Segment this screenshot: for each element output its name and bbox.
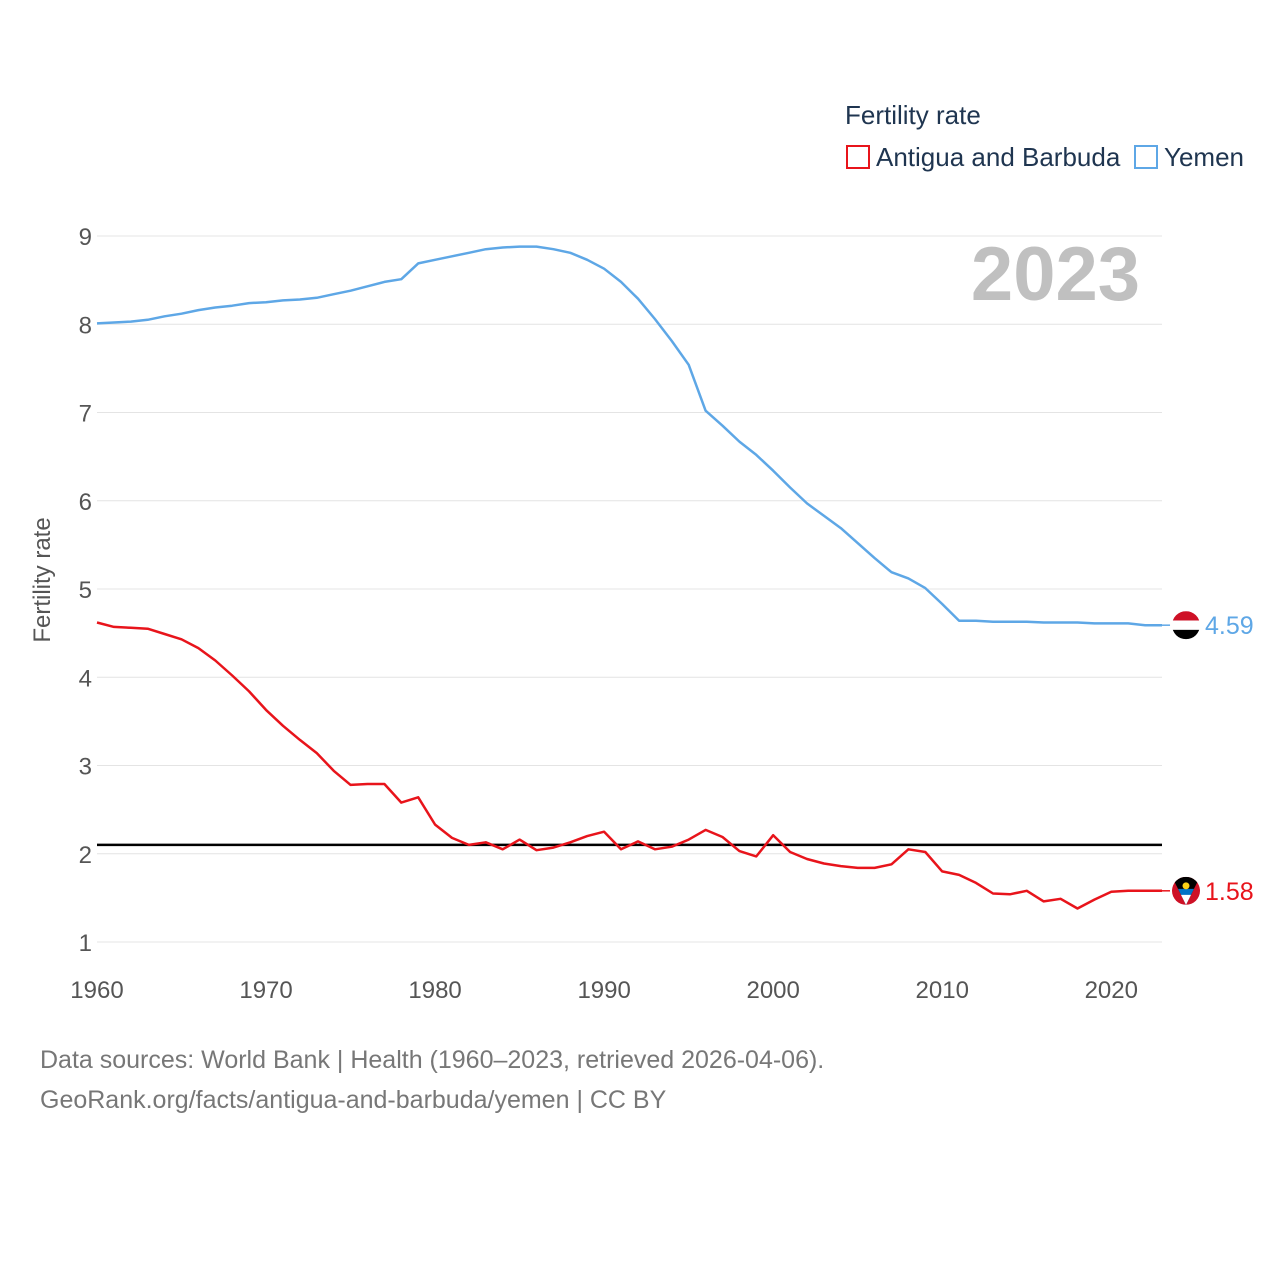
antigua-end-value: 1.58: [1205, 878, 1254, 906]
series-line-yemen[interactable]: [96, 245, 1162, 627]
y-tick-label: 6: [79, 489, 92, 516]
legend-title: Fertility rate: [845, 100, 981, 130]
axes: 1 2 3 4 5 6 7 8 9 1960 1970 1980 1990 2000 2010 2020: [70, 224, 1138, 1004]
source-line-1: Data sources: World Bank | Health (1960–…: [40, 1046, 825, 1074]
x-tick-label: 1960: [70, 977, 123, 1004]
antigua-flag-shape: [1172, 876, 1200, 905]
y-tick-label: 9: [79, 224, 92, 251]
legend-label-antigua[interactable]: Antigua and Barbuda: [876, 142, 1121, 172]
y-axis-title: Fertility rate: [29, 517, 56, 642]
year-label: 2023: [971, 232, 1140, 317]
series: [96, 245, 1172, 910]
y-tick-label: 4: [79, 665, 92, 692]
antigua-end-marker[interactable]: 1.58: [1170, 874, 1254, 907]
yemen-end-marker[interactable]: 4.59: [1170, 609, 1254, 642]
legend: Fertility rate Antigua and Barbuda Yemen: [845, 100, 1244, 172]
x-tick-label: 1970: [239, 977, 292, 1004]
y-tick-label: 2: [79, 842, 92, 869]
x-tick-label: 2020: [1085, 977, 1138, 1004]
x-tick-label: 2010: [916, 977, 969, 1004]
grid: [97, 235, 1162, 943]
fertility-chart: 1 2 3 4 5 6 7 8 9 1960 1970 1980 1990 2000 2010 2020 Fe…: [29, 100, 1254, 1004]
x-tick-label: 2000: [746, 977, 799, 1004]
source-line-2[interactable]: GeoRank.org/facts/antigua-and-barbuda/ye…: [40, 1086, 667, 1114]
legend-label-yemen[interactable]: Yemen: [1164, 142, 1244, 172]
series-line-antigua[interactable]: [96, 621, 1162, 910]
y-tick-label: 3: [79, 754, 92, 781]
y-tick-label: 7: [79, 401, 92, 428]
legend-swatch-antigua[interactable]: [846, 145, 870, 169]
y-tick-label: 8: [79, 312, 92, 339]
yemen-end-value: 4.59: [1205, 612, 1254, 640]
legend-swatch-yemen[interactable]: [1134, 145, 1158, 169]
y-tick-label: 5: [79, 577, 92, 604]
x-tick-label: 1980: [408, 977, 461, 1004]
x-tick-label: 1990: [577, 977, 630, 1004]
source-note: Data sources: World Bank | Health (1960–…: [40, 1040, 824, 1120]
yemen-flag-stripes: [1172, 611, 1200, 640]
y-tick-label: 1: [79, 930, 92, 957]
